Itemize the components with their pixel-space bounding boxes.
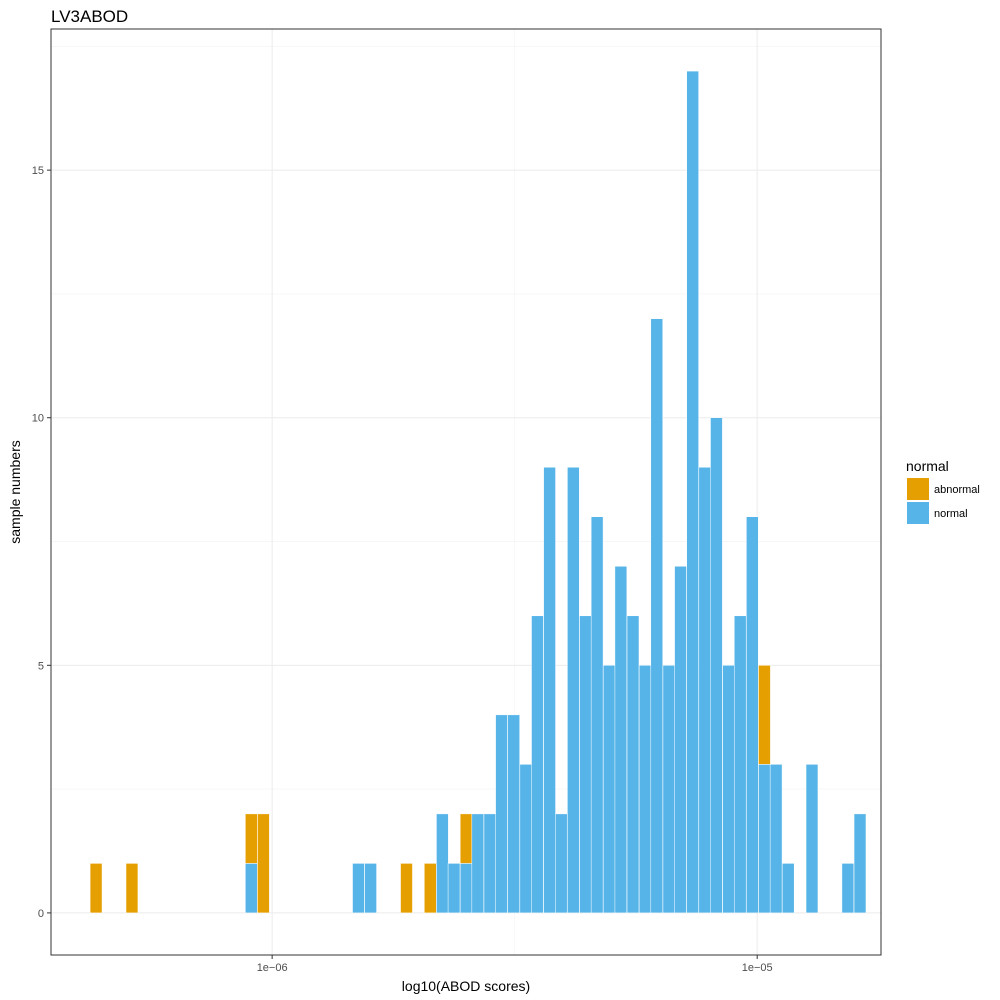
bar-normal xyxy=(447,863,461,914)
bar-normal xyxy=(662,665,676,914)
bar-normal xyxy=(614,566,628,914)
legend-swatch-abnormal xyxy=(907,478,929,500)
bar-normal xyxy=(710,417,723,914)
y-axis-title: sample numbers xyxy=(7,440,23,544)
bar-normal xyxy=(543,466,556,914)
y-tick-label: 0 xyxy=(38,908,44,920)
panel-border xyxy=(50,28,882,956)
bar-abnormal xyxy=(89,863,103,914)
x-tick-label: 1e−05 xyxy=(742,962,773,974)
plot-panel xyxy=(50,28,882,956)
legend-label-normal: normal xyxy=(934,508,968,520)
bar-normal xyxy=(769,764,783,914)
legend-title: normal xyxy=(906,458,949,474)
bar-abnormal xyxy=(245,813,258,864)
bar-normal xyxy=(782,863,795,914)
bar-normal xyxy=(805,764,819,914)
x-axis-title: log10(ABOD scores) xyxy=(402,978,530,994)
bar-normal xyxy=(495,714,508,914)
bar-abnormal xyxy=(257,813,270,914)
bar-normal xyxy=(698,466,712,914)
legend-label-abnormal: abnormal xyxy=(934,484,980,496)
bar-normal xyxy=(364,863,377,914)
bar-abnormal xyxy=(125,863,139,914)
bar-normal xyxy=(507,714,520,914)
x-axis: 1e−06 1e−05 xyxy=(257,955,773,974)
legend-swatch-normal xyxy=(907,502,929,524)
bar-abnormal xyxy=(400,863,413,914)
bar-normal xyxy=(436,813,449,914)
bar-normal xyxy=(483,813,497,914)
bar-normal xyxy=(590,516,604,914)
bar-normal xyxy=(686,70,699,914)
bar-normal xyxy=(567,466,580,914)
bar-normal xyxy=(555,813,568,914)
bar-normal xyxy=(650,318,663,914)
bar-abnormal xyxy=(758,665,771,765)
bar-normal xyxy=(459,863,473,914)
y-axis: 0 5 10 15 xyxy=(32,165,51,920)
bar-normal xyxy=(579,615,592,914)
bar-normal xyxy=(626,615,640,914)
bar-normal xyxy=(471,813,485,914)
bar-normal xyxy=(674,566,687,914)
bar-normal xyxy=(841,863,855,914)
bar-abnormal xyxy=(424,863,437,914)
legend: normal abnormal normal xyxy=(906,458,980,524)
y-tick-label: 5 xyxy=(38,660,44,672)
bar-normal xyxy=(352,863,365,914)
bar-normal xyxy=(519,764,533,914)
bar-normal xyxy=(733,615,747,914)
bar-normal xyxy=(722,665,735,914)
bar-abnormal xyxy=(459,813,473,864)
chart-title: LV3ABOD xyxy=(51,7,128,26)
bar-normal xyxy=(603,665,616,914)
bar-normal xyxy=(531,615,544,914)
bar-normal xyxy=(853,813,867,914)
bar-normal xyxy=(245,863,258,914)
bar-normal xyxy=(758,764,771,914)
y-tick-label: 10 xyxy=(32,413,44,425)
x-tick-label: 1e−06 xyxy=(257,962,288,974)
y-tick-label: 15 xyxy=(32,165,44,177)
bar-normal xyxy=(638,665,652,914)
bars xyxy=(89,70,867,914)
bar-normal xyxy=(746,516,759,914)
